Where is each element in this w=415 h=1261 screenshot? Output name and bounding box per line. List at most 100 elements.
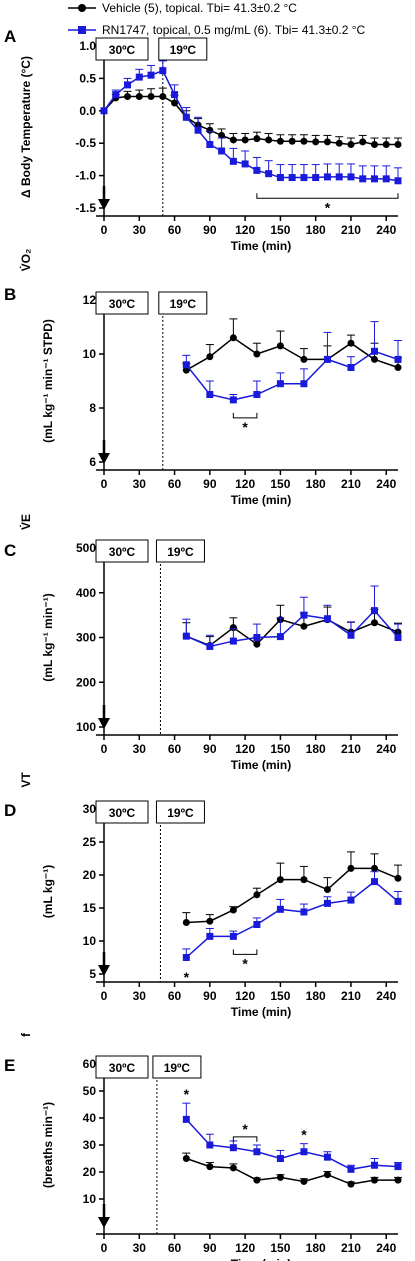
data-point [382, 140, 390, 148]
data-point [147, 71, 155, 79]
x-tick-label: 90 [203, 1241, 217, 1255]
x-tick-label: 210 [341, 1241, 361, 1255]
data-point [323, 899, 331, 907]
y-tick-label: -0.5 [75, 136, 96, 150]
data-point [229, 1164, 237, 1172]
temp-label-30: 30ºC [109, 1061, 136, 1075]
down-arrow-icon [98, 453, 110, 464]
significance-star: * [242, 1121, 248, 1137]
panel-letter-A: A [4, 27, 16, 46]
data-point [347, 631, 355, 639]
data-point [276, 876, 284, 884]
data-point [382, 175, 390, 183]
y-tick-label: 12 [83, 293, 97, 307]
temp-label-30: 30ºC [109, 806, 136, 820]
data-point [206, 1163, 214, 1171]
x-axis-label: Time (min) [231, 758, 291, 772]
significance-star: * [184, 969, 190, 985]
down-arrow-icon [98, 965, 110, 976]
data-point [253, 391, 261, 398]
x-tick-label: 90 [203, 742, 217, 756]
x-tick-label: 120 [235, 477, 255, 491]
data-point [159, 67, 167, 75]
y-tick-label: 8 [89, 401, 96, 415]
temp-label-19: 19ºC [170, 43, 197, 57]
legend-label-0: Vehicle (5), topical. Tbi= 41.3±0.2 °C [102, 1, 297, 15]
data-point [394, 897, 402, 905]
data-point [312, 174, 320, 182]
y-axis-label: (breaths min⁻¹) [41, 1102, 55, 1188]
data-point [112, 91, 120, 99]
data-point [171, 99, 179, 107]
data-point [370, 619, 378, 627]
data-point [206, 917, 214, 925]
series-rn1747 [100, 60, 402, 185]
data-point [135, 73, 143, 81]
y-axis-label: (mL kg⁻¹) [41, 865, 55, 918]
y-axis-main-label: f [19, 1032, 33, 1037]
significance-bracket [232, 412, 258, 419]
y-tick-label: 6 [89, 455, 96, 469]
y-tick-label: 20 [83, 868, 97, 882]
significance-star: * [301, 1127, 307, 1143]
data-point [253, 640, 261, 648]
data-point [241, 160, 249, 168]
y-axis-label: Δ Body Temperature (°C) [19, 56, 33, 198]
data-point [335, 173, 343, 181]
series-rn1747 [182, 871, 402, 961]
data-point [359, 138, 367, 146]
data-point [394, 140, 402, 148]
temp-box-30 [95, 1055, 149, 1079]
data-point [300, 174, 308, 182]
down-arrow-icon [98, 199, 110, 210]
data-point [276, 174, 284, 182]
data-point [100, 107, 108, 115]
data-point [229, 1144, 237, 1152]
panel-D: D 5 10 15 20 25 30 0 30 60 90 120 150 180 210 240 Time (… [4, 772, 402, 1019]
x-tick-label: 210 [341, 742, 361, 756]
data-point [171, 91, 179, 99]
series-line [185, 1118, 399, 1171]
y-tick-label: 30 [83, 802, 97, 816]
x-tick-label: 0 [101, 477, 108, 491]
x-tick-label: 120 [235, 742, 255, 756]
y-tick-label: -1.0 [75, 169, 96, 183]
data-point [276, 905, 284, 913]
x-tick-label: 180 [306, 223, 326, 237]
data-point [241, 136, 249, 144]
temp-box-19 [158, 37, 208, 61]
series-line [103, 95, 398, 146]
data-point [323, 886, 331, 894]
y-tick-label: 400 [76, 586, 96, 600]
series-line [186, 1157, 398, 1185]
x-tick-label: 30 [133, 1241, 147, 1255]
data-point [253, 350, 261, 358]
data-point [276, 342, 284, 350]
temp-box-30 [95, 37, 149, 61]
y-tick-label: 200 [76, 675, 96, 689]
data-point [323, 1153, 331, 1161]
data-point [135, 93, 143, 101]
data-point [206, 642, 214, 650]
temp-label-19: 19ºC [167, 545, 194, 559]
data-point [206, 1141, 214, 1149]
data-point [300, 622, 308, 630]
data-point [394, 177, 402, 185]
x-tick-label: 150 [270, 742, 290, 756]
data-point [300, 876, 308, 884]
x-axis-label: Time (min) [231, 239, 291, 253]
data-point [147, 93, 155, 101]
series-line [185, 350, 399, 401]
data-point [300, 611, 308, 619]
data-point [370, 607, 378, 615]
temp-label-19: 19ºC [164, 1061, 191, 1075]
data-point [253, 921, 261, 928]
panel-A: A -1.5 -1.0 -0.5 0.0 0.5 1.0 0 30 60 90 120 150 180 21… [4, 27, 402, 253]
significance-bracket [232, 1136, 258, 1142]
data-point [265, 136, 273, 144]
data-point [253, 891, 261, 899]
data-point [300, 908, 308, 916]
data-point [182, 954, 190, 961]
x-tick-label: 0 [101, 989, 108, 1003]
